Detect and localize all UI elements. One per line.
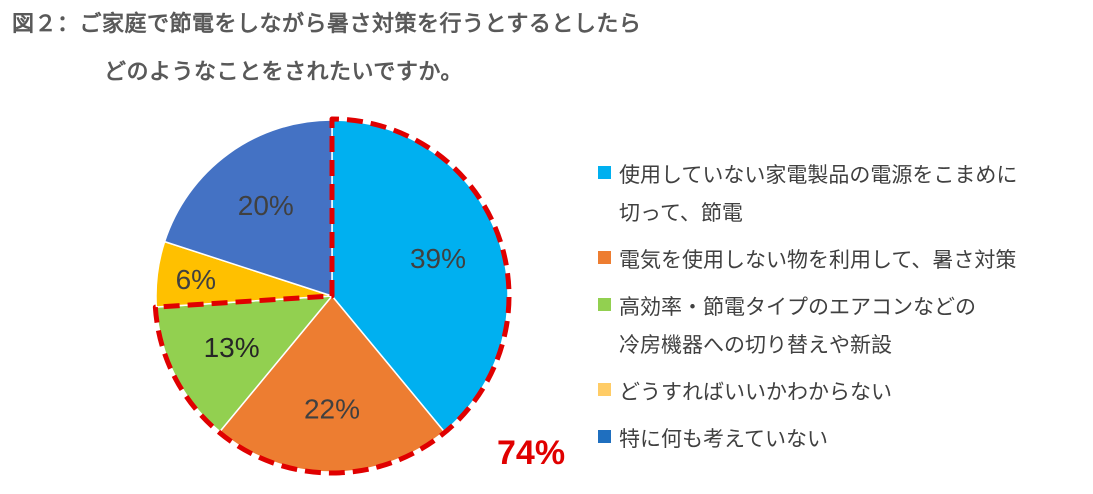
legend-label-4-line-0: 特に何も考えていない: [619, 427, 828, 451]
highlight-dashed-border: [152, 116, 512, 476]
chart-title-line-2: どのようなことをされたいですか。: [104, 60, 463, 85]
legend-label-2-line-1: 冷房機器への切り替えや新設: [619, 333, 892, 357]
legend-item-1: 電気を使用しない物を利用して、暑さ対策: [598, 241, 1088, 279]
legend-label-4: 特に何も考えていない: [619, 420, 828, 458]
data-label-3: 6%: [176, 264, 216, 295]
legend-swatch-2: [598, 298, 611, 311]
legend-label-1-line-0: 電気を使用しない物を利用して、暑さ対策: [619, 248, 1017, 272]
highlight-total-label: 74%: [497, 434, 566, 472]
legend-label-0: 使用していない家電製品の電源をこまめに 切って、節電: [619, 156, 1017, 232]
legend-label-3-line-0: どうすればいいかわからない: [619, 380, 892, 404]
legend-label-2-line-0: 高効率・節電タイプのエアコンなどの: [619, 295, 976, 319]
pie-slice-4: [163, 119, 333, 298]
legend-item-4: 特に何も考えていない: [598, 420, 1088, 458]
data-label-4: 20%: [238, 190, 294, 221]
legend-item-0: 使用していない家電製品の電源をこまめに 切って、節電: [598, 156, 1088, 232]
legend-label-0-line-0: 使用していない家電製品の電源をこまめに: [619, 163, 1018, 187]
data-label-0: 39%: [410, 243, 466, 274]
legend-label-3: どうすればいいかわからない: [619, 373, 892, 411]
pie-data-labels: 39% 22% 13% 6% 20%: [176, 190, 466, 425]
legend-swatch-4: [598, 430, 611, 443]
legend-label-0-line-1: 切って、節電: [619, 201, 743, 225]
legend-label-1: 電気を使用しない物を利用して、暑さ対策: [619, 241, 1016, 279]
legend-label-2: 高効率・節電タイプのエアコンなどの 冷房機器への切り替えや新設: [619, 288, 976, 364]
legend-swatch-1: [598, 251, 611, 264]
legend-item-2: 高効率・節電タイプのエアコンなどの 冷房機器への切り替えや新設: [598, 288, 1088, 364]
data-label-2: 13%: [204, 332, 260, 363]
legend: 使用していない家電製品の電源をこまめに 切って、節電電気を使用しない物を利用して、…: [598, 156, 1088, 467]
legend-swatch-0: [598, 166, 611, 179]
data-label-1: 22%: [304, 394, 360, 425]
legend-item-3: どうすればいいかわからない: [598, 373, 1088, 411]
highlight-outline: [152, 116, 512, 476]
legend-swatch-3: [598, 383, 611, 396]
chart-title-line-1: 図２：ご家庭で節電をしながら暑さ対策を行うとするとしたら: [12, 12, 642, 37]
